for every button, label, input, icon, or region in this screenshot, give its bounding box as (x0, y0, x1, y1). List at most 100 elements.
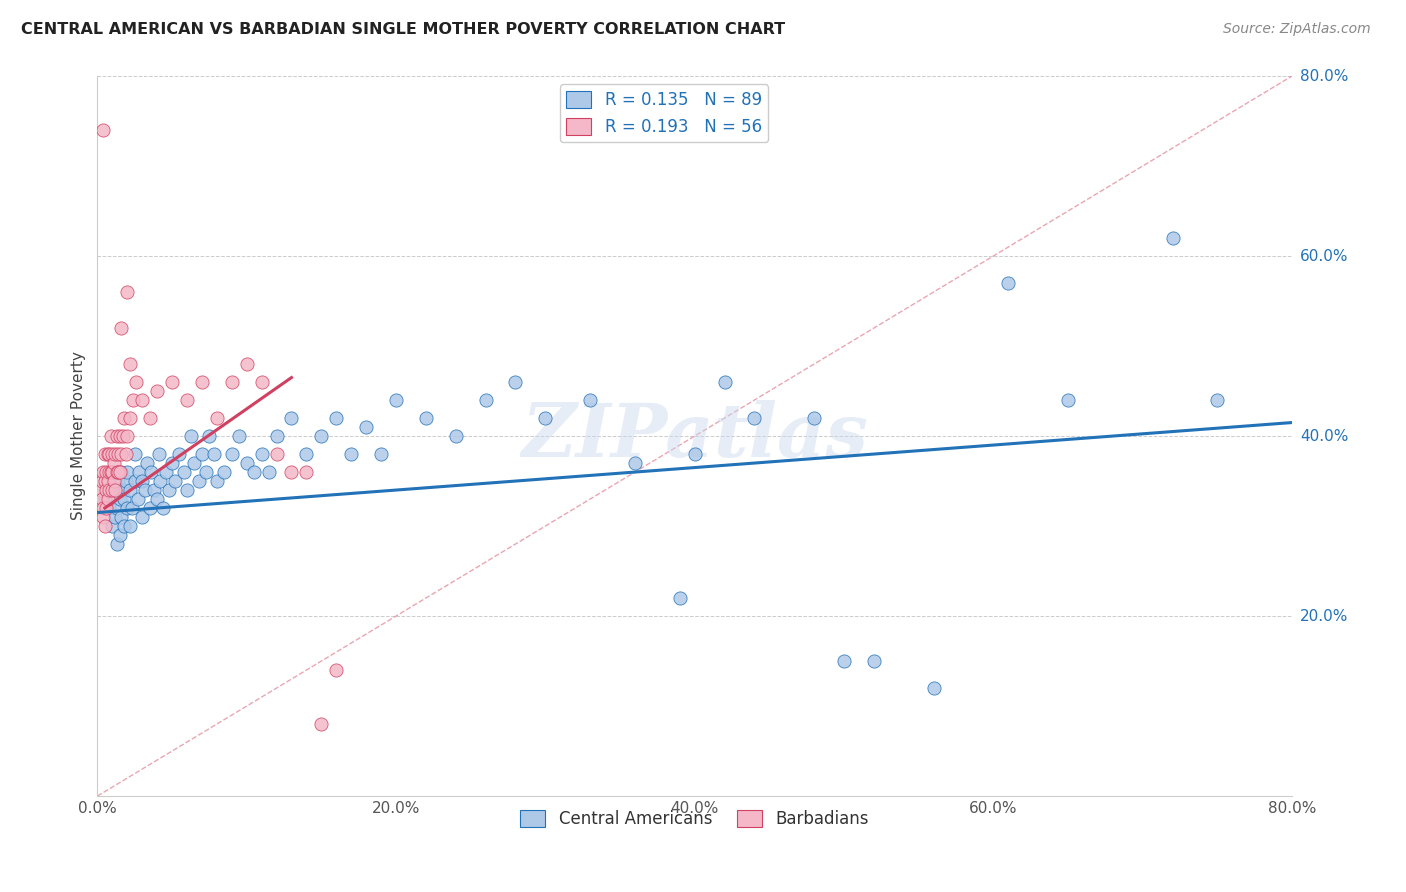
Point (111, 429, 134, 443)
Text: 80.0%: 80.0% (1301, 69, 1348, 84)
Point (863, 654, 886, 668)
Point (115, 429, 138, 443)
Point (96, 501, 118, 516)
Point (91, 501, 114, 516)
Point (832, 654, 855, 668)
Text: Source: ZipAtlas.com: Source: ZipAtlas.com (1223, 22, 1371, 37)
Point (94, 519, 117, 533)
Point (744, 411, 766, 425)
Point (160, 375, 183, 389)
Point (176, 392, 198, 407)
Point (143, 483, 166, 497)
Point (505, 375, 527, 389)
Point (120, 483, 142, 497)
Point (89, 483, 111, 497)
Point (803, 411, 825, 425)
Point (311, 429, 333, 443)
Point (173, 465, 195, 479)
Point (122, 392, 145, 407)
Point (104, 510, 127, 524)
Point (187, 474, 209, 488)
Point (110, 510, 132, 524)
Point (120, 357, 142, 371)
Point (97, 491, 120, 506)
Point (120, 519, 142, 533)
Point (235, 456, 257, 470)
Point (169, 447, 191, 461)
Point (97, 447, 120, 461)
Point (112, 519, 135, 533)
Point (160, 456, 183, 470)
Point (94, 447, 117, 461)
Point (148, 447, 170, 461)
Point (108, 491, 131, 506)
Point (295, 447, 318, 461)
Point (163, 474, 186, 488)
Point (96, 483, 118, 497)
Point (98, 465, 121, 479)
Point (146, 491, 169, 506)
Point (131, 474, 153, 488)
Point (280, 411, 302, 425)
Point (104, 447, 127, 461)
Y-axis label: Single Mother Poverty: Single Mother Poverty (72, 351, 86, 521)
Point (295, 465, 318, 479)
Point (125, 375, 148, 389)
Point (90, 474, 112, 488)
Point (155, 465, 177, 479)
Point (107, 474, 129, 488)
Point (131, 510, 153, 524)
Point (97, 474, 120, 488)
Point (135, 456, 157, 470)
Point (146, 384, 169, 398)
Point (110, 447, 132, 461)
Point (997, 276, 1019, 290)
Point (138, 411, 160, 425)
Point (257, 465, 280, 479)
Point (325, 663, 347, 677)
Text: 20.0%: 20.0% (1301, 608, 1348, 624)
Point (214, 465, 236, 479)
Point (176, 483, 198, 497)
Point (683, 447, 706, 461)
Point (105, 537, 128, 551)
Point (94, 474, 117, 488)
Point (191, 375, 214, 389)
Point (280, 465, 302, 479)
Point (266, 429, 288, 443)
Point (103, 474, 125, 488)
Point (370, 447, 392, 461)
Point (112, 491, 135, 506)
Point (138, 501, 160, 516)
Point (124, 474, 146, 488)
Point (157, 483, 180, 497)
Point (94, 491, 117, 506)
Point (115, 285, 138, 299)
Point (100, 429, 122, 443)
Point (534, 411, 557, 425)
Point (98, 483, 121, 497)
Point (120, 411, 142, 425)
Point (107, 465, 129, 479)
Point (579, 392, 602, 407)
Point (91, 465, 114, 479)
Point (98, 501, 121, 516)
Point (101, 465, 124, 479)
Point (108, 429, 131, 443)
Point (91, 123, 114, 137)
Text: 60.0%: 60.0% (1301, 249, 1348, 263)
Point (131, 392, 153, 407)
Point (183, 456, 205, 470)
Point (108, 465, 131, 479)
Point (104, 483, 127, 497)
Point (385, 392, 408, 407)
Point (354, 420, 377, 434)
Point (114, 474, 136, 488)
Text: CENTRAL AMERICAN VS BARBADIAN SINGLE MOTHER POVERTY CORRELATION CHART: CENTRAL AMERICAN VS BARBADIAN SINGLE MOT… (21, 22, 785, 37)
Point (110, 321, 132, 335)
Point (97, 474, 120, 488)
Point (107, 447, 129, 461)
Point (115, 465, 138, 479)
Point (235, 357, 257, 371)
Point (444, 429, 467, 443)
